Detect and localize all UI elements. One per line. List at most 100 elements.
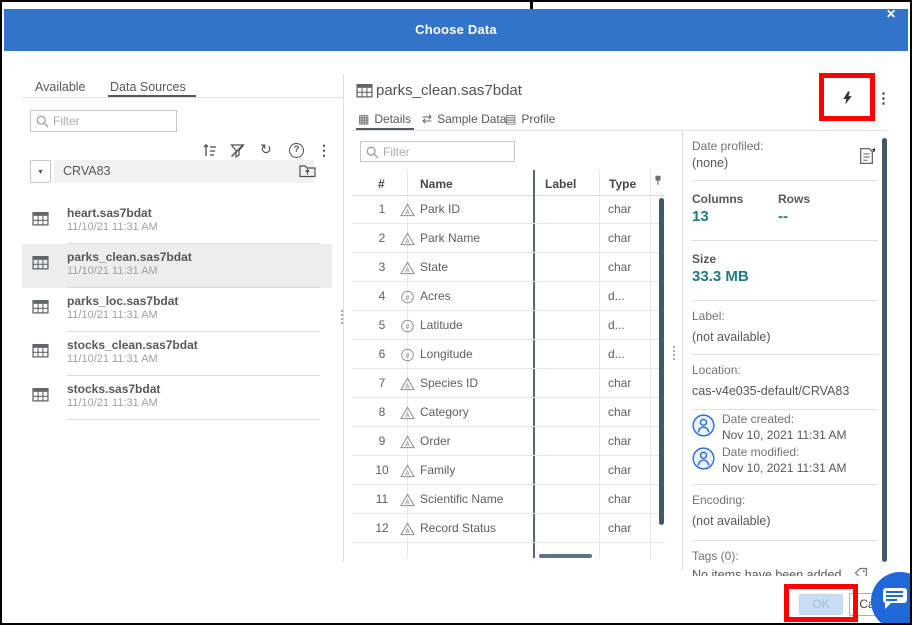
library-name[interactable]: CRVA83 bbox=[54, 160, 314, 183]
column-number: 7 bbox=[378, 376, 386, 390]
dataset-name: parks_clean.sas7bdat bbox=[67, 250, 192, 264]
column-number: 6 bbox=[378, 347, 386, 361]
column-name: Order bbox=[420, 434, 451, 448]
column-type: char bbox=[608, 202, 632, 216]
pin-columns-icon[interactable] bbox=[652, 174, 664, 187]
tab-data-sources[interactable]: Data Sources bbox=[110, 80, 186, 94]
info-panel-scrollbar[interactable] bbox=[882, 138, 887, 562]
numeric-type-icon bbox=[400, 290, 415, 304]
table-icon bbox=[32, 299, 49, 314]
char-type-icon bbox=[400, 406, 415, 420]
char-type-icon bbox=[400, 435, 415, 449]
column-row[interactable]: 11 Scientific Name char bbox=[352, 485, 665, 514]
left-more-options-icon[interactable]: ⋮ bbox=[317, 142, 331, 158]
col-header-num[interactable]: # bbox=[378, 177, 385, 191]
column-row[interactable]: 5 Latitude d... bbox=[352, 311, 665, 340]
table-icon bbox=[356, 83, 373, 98]
dataset-item-stocks-clean[interactable]: stocks_clean.sas7bdat 11/10/21 11:31 AM bbox=[22, 332, 332, 376]
tab-label: Details bbox=[374, 112, 412, 126]
divider bbox=[692, 409, 878, 410]
left-splitter-handle[interactable] bbox=[341, 310, 343, 324]
tab-profile[interactable]: ▤ Profile bbox=[505, 112, 555, 126]
dataset-title: parks_clean.sas7bdat bbox=[376, 82, 522, 99]
dataset-item-heart[interactable]: heart.sas7bdat 11/10/21 11:31 AM bbox=[22, 200, 332, 244]
dataset-item-parks-clean-selected[interactable]: parks_clean.sas7bdat 11/10/21 11:31 AM bbox=[22, 244, 332, 288]
active-tab-underline bbox=[356, 128, 414, 130]
label-label: Label: bbox=[692, 309, 725, 323]
refresh-icon[interactable]: ↻ bbox=[260, 141, 272, 157]
dataset-item-stocks[interactable]: stocks.sas7bdat 11/10/21 11:31 AM bbox=[22, 376, 332, 420]
table-icon bbox=[32, 343, 49, 358]
left-filter-input[interactable] bbox=[53, 111, 174, 131]
column-name: Category bbox=[420, 405, 469, 419]
dataset-date: 11/10/21 11:31 AM bbox=[67, 309, 158, 321]
columns-label: Columns bbox=[692, 192, 744, 206]
detail-tabs-divider bbox=[352, 130, 886, 131]
tab-details[interactable]: ▦ Details bbox=[358, 112, 411, 126]
chat-assistant-button[interactable] bbox=[871, 572, 910, 623]
column-name: Park Name bbox=[420, 231, 481, 245]
create-profile-icon[interactable] bbox=[858, 147, 875, 165]
char-type-icon bbox=[400, 522, 415, 536]
columns-filter-field bbox=[360, 141, 515, 162]
ok-button[interactable]: OK bbox=[799, 594, 843, 615]
column-name: Scientific Name bbox=[420, 492, 504, 506]
panel-clip bbox=[690, 576, 870, 584]
dataset-date: 11/10/21 11:31 AM bbox=[67, 397, 158, 409]
help-icon[interactable]: ? bbox=[289, 143, 304, 158]
dataset-name: heart.sas7bdat bbox=[67, 206, 152, 220]
column-type: char bbox=[608, 376, 632, 390]
column-row[interactable]: 8 Category char bbox=[352, 398, 665, 427]
column-number: 11 bbox=[375, 492, 389, 506]
divider bbox=[67, 419, 320, 420]
column-type: char bbox=[608, 434, 632, 448]
grid-line bbox=[407, 170, 408, 558]
column-row[interactable]: 10 Family char bbox=[352, 456, 665, 485]
tab-available[interactable]: Available bbox=[35, 80, 86, 94]
right-splitter-handle[interactable] bbox=[673, 346, 675, 360]
column-name: Latitude bbox=[420, 318, 463, 332]
column-type: char bbox=[608, 521, 632, 535]
close-icon[interactable]: ✕ bbox=[885, 7, 896, 21]
column-number: 3 bbox=[378, 260, 386, 274]
dataset-date: 11/10/21 11:31 AM bbox=[67, 221, 158, 233]
clear-filter-icon[interactable] bbox=[230, 143, 245, 158]
col-header-name[interactable]: Name bbox=[420, 177, 453, 191]
table-horizontal-scrollbar[interactable] bbox=[539, 554, 592, 558]
column-name-cell: Acres bbox=[420, 282, 451, 311]
dataset-name: parks_loc.sas7bdat bbox=[67, 294, 179, 308]
table-icon bbox=[32, 255, 49, 270]
dataset-item-parks-loc[interactable]: parks_loc.sas7bdat 11/10/21 11:31 AM bbox=[22, 288, 332, 332]
column-row[interactable]: 6 Longitude d... bbox=[352, 340, 665, 369]
column-row[interactable]: 1 Park ID char bbox=[352, 195, 665, 224]
column-name: Park ID bbox=[420, 202, 461, 216]
sort-options-icon[interactable] bbox=[202, 143, 218, 158]
column-number: 2 bbox=[378, 231, 386, 245]
location-value: cas-v4e035-default/CRVA83 bbox=[692, 384, 850, 398]
search-icon bbox=[366, 146, 379, 159]
folder-up-icon[interactable] bbox=[299, 163, 316, 178]
library-dropdown-button[interactable]: ▾ bbox=[30, 160, 51, 183]
date-modified-label: Date modified: bbox=[722, 445, 800, 459]
column-type: char bbox=[608, 405, 632, 419]
column-row[interactable]: 4 Acres d... bbox=[352, 282, 665, 311]
columns-filter-input[interactable] bbox=[383, 142, 512, 161]
column-type: d... bbox=[608, 289, 625, 303]
column-row[interactable]: 9 Order char bbox=[352, 427, 665, 456]
search-icon bbox=[36, 115, 49, 128]
date-created-value: Nov 10, 2021 11:31 AM bbox=[722, 428, 847, 442]
col-header-label[interactable]: Label bbox=[545, 177, 577, 191]
table-vertical-scrollbar[interactable] bbox=[659, 198, 664, 525]
col-header-type[interactable]: Type bbox=[609, 177, 637, 191]
column-row[interactable]: 12 Record Status char bbox=[352, 514, 665, 543]
detail-more-options-icon[interactable]: ⋮ bbox=[876, 90, 891, 107]
divider bbox=[692, 484, 878, 485]
column-number: 12 bbox=[375, 521, 389, 535]
column-row[interactable]: 2 Park Name char bbox=[352, 224, 665, 253]
tab-sample-data[interactable]: ⇄ Sample Data bbox=[422, 112, 506, 126]
column-row[interactable]: 3 State char bbox=[352, 253, 665, 282]
column-name-cell: Order bbox=[420, 427, 451, 456]
column-row[interactable]: 7 Species ID char bbox=[352, 369, 665, 398]
divider bbox=[67, 331, 320, 332]
